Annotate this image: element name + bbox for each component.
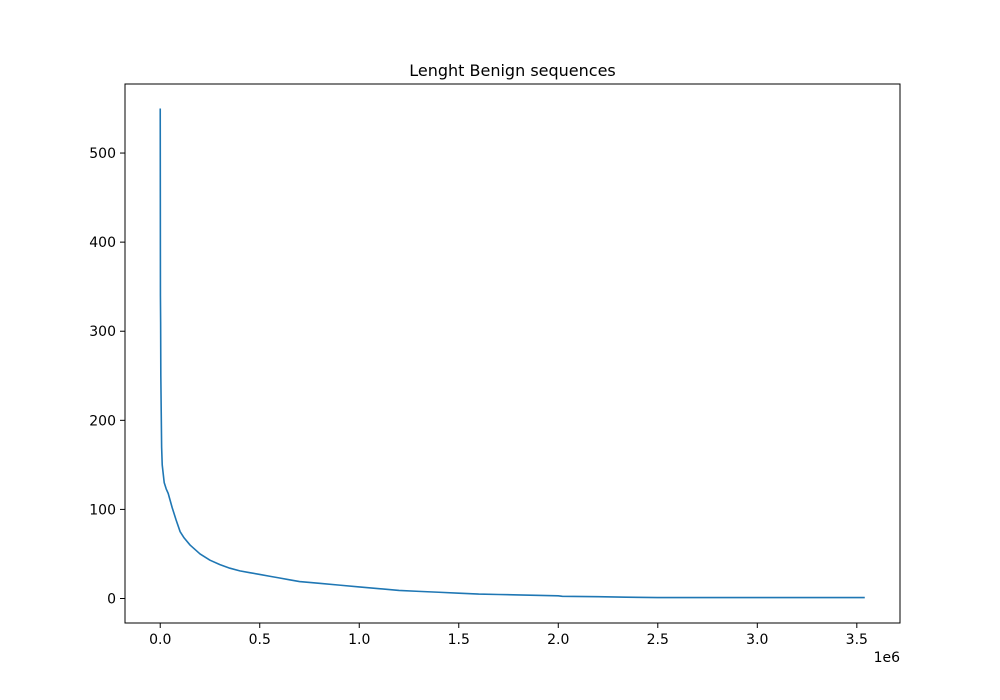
y-tick-label: 500 (89, 146, 116, 162)
plot-frame (124, 83, 901, 624)
x-tick-label: 0.0 (149, 632, 171, 648)
x-tick-label: 1.5 (448, 632, 470, 648)
y-tick-label: 0 (107, 592, 116, 608)
y-tick-label: 200 (89, 413, 116, 429)
x-tick-label: 3.5 (846, 632, 868, 648)
series-layer (159, 108, 865, 599)
x-tick-label: 3.0 (746, 632, 768, 648)
x-axis: 0.0 0.5 1.0 1.5 2.0 2.5 3.0 3.5 (149, 623, 868, 648)
series-line (159, 108, 865, 599)
x-tick-label: 2.5 (647, 632, 669, 648)
x-tick-label: 0.5 (249, 632, 271, 648)
y-tick-label: 100 (89, 502, 116, 518)
x-offset-label: 1e6 (874, 650, 901, 666)
y-tick-label: 300 (89, 324, 116, 340)
x-tick-label: 2.0 (547, 632, 569, 648)
chart-title: Lenght Benign sequences (409, 61, 616, 80)
y-tick-label: 400 (89, 235, 116, 251)
x-tick-label: 1.0 (348, 632, 370, 648)
y-axis: 0 100 200 300 400 500 (89, 146, 125, 608)
